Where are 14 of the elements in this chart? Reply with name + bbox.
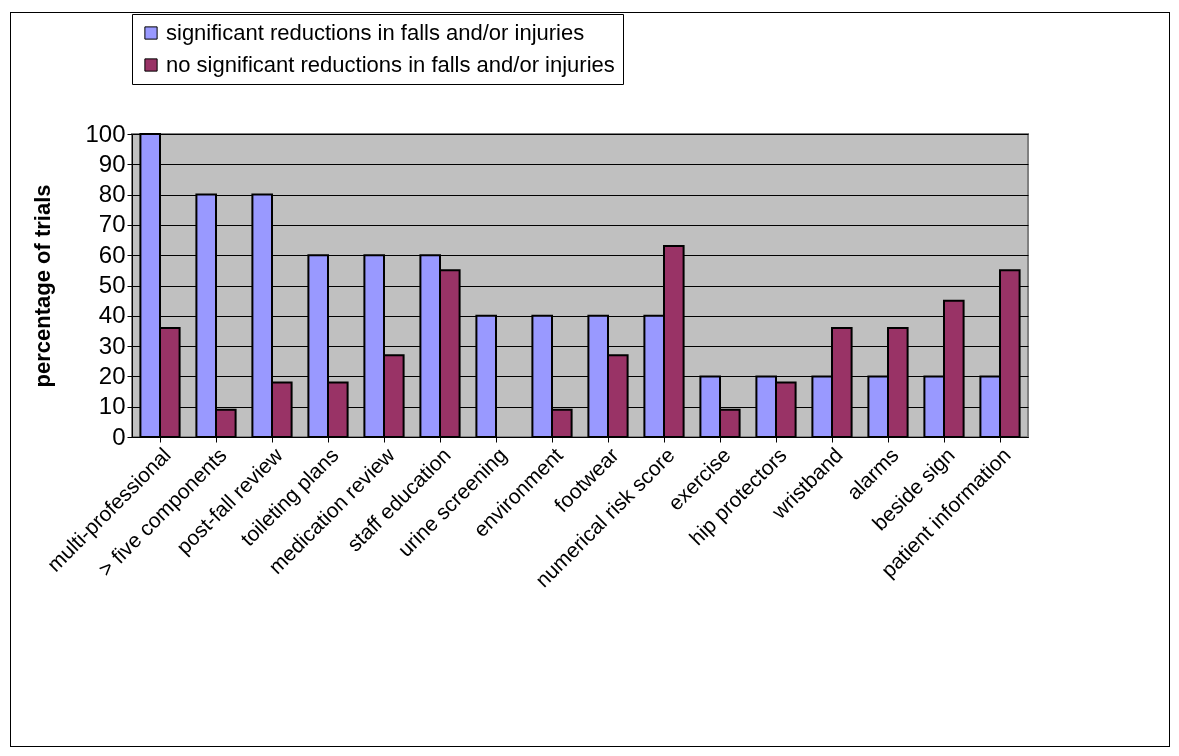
y-tick-label: 10 [98,392,126,420]
y-tick-label: 80 [98,180,126,208]
y-tick-label: 100 [85,119,126,147]
y-tick-label: 90 [98,149,126,177]
y-tick-label: 70 [98,210,126,238]
y-tick-label: 40 [98,301,126,329]
legend-label: no significant reductions in falls and/or injuries [166,52,615,77]
y-tick-label: 20 [98,361,126,389]
y-tick-label: 30 [98,331,126,359]
y-tick-label: 0 [112,422,126,450]
y-tick-label: 60 [98,240,126,268]
y-tick-label: 50 [98,271,126,298]
y-axis-title: percentage of trials [30,184,56,388]
legend-label: significant reductions in falls and/or injuries [166,20,585,45]
